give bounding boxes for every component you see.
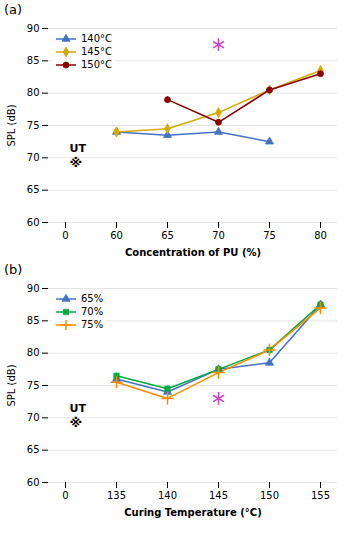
svg-text:155: 155 xyxy=(311,490,330,501)
svg-text:90: 90 xyxy=(27,23,40,34)
svg-text:※: ※ xyxy=(70,415,83,430)
svg-text:60: 60 xyxy=(27,477,40,488)
svg-text:0: 0 xyxy=(62,490,68,501)
svg-text:75: 75 xyxy=(263,230,276,241)
svg-text:70: 70 xyxy=(27,412,40,423)
html-text:75%: 75% xyxy=(81,319,104,330)
html-text:145°C: 145°C xyxy=(81,46,113,57)
svg-text:60: 60 xyxy=(27,217,40,228)
svg-text:150: 150 xyxy=(260,490,279,501)
svg-text:65: 65 xyxy=(27,184,40,195)
svg-text:65: 65 xyxy=(161,230,174,241)
svg-text:85: 85 xyxy=(27,315,40,326)
svg-text:65: 65 xyxy=(27,444,40,455)
svg-text:SPL (dB): SPL (dB) xyxy=(6,104,17,146)
svg-text:70: 70 xyxy=(212,230,225,241)
svg-text:※: ※ xyxy=(70,155,83,170)
svg-text:80: 80 xyxy=(314,230,327,241)
svg-text:80: 80 xyxy=(27,347,40,358)
svg-text:80: 80 xyxy=(27,87,40,98)
html-text:70%: 70% xyxy=(81,306,104,317)
svg-text:Curing Temperature (°C): Curing Temperature (°C) xyxy=(124,507,261,518)
svg-text:85: 85 xyxy=(27,55,40,66)
svg-text:UT: UT xyxy=(70,402,87,415)
svg-text:60: 60 xyxy=(110,230,123,241)
svg-text:145: 145 xyxy=(209,490,228,501)
svg-text:135: 135 xyxy=(107,490,126,501)
html-text:(b): (b) xyxy=(4,262,23,277)
svg-text:140: 140 xyxy=(158,490,177,501)
svg-text:70: 70 xyxy=(27,152,40,163)
html-text:140°C: 140°C xyxy=(81,33,113,44)
svg-text:75: 75 xyxy=(27,380,40,391)
svg-text:UT: UT xyxy=(70,142,87,155)
svg-text:SPL (dB): SPL (dB) xyxy=(6,364,17,406)
svg-text:75: 75 xyxy=(27,120,40,131)
svg-text:90: 90 xyxy=(27,283,40,294)
html-text:(a): (a) xyxy=(4,2,23,17)
svg-text:Concentration of PU (%): Concentration of PU (%) xyxy=(125,247,261,258)
html-text:150°C: 150°C xyxy=(81,59,113,70)
html-text:65%: 65% xyxy=(81,293,104,304)
svg-text:0: 0 xyxy=(62,230,68,241)
